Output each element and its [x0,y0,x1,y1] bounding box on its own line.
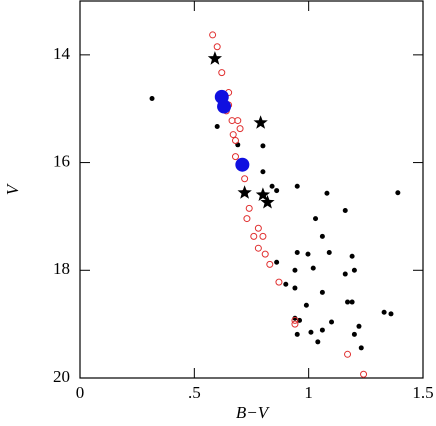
dot-point [358,345,364,351]
dot-point [319,327,325,333]
open-circle-point [245,204,253,212]
dot-point [349,299,355,305]
open-circle-point [229,131,237,139]
open-circle-point [213,43,221,51]
dot-point [283,281,289,287]
dot-point [297,317,303,323]
dot-point [305,251,311,257]
dot-point [326,250,332,256]
star-point [253,115,268,129]
big-circle-point [217,99,232,114]
star-point [260,194,275,209]
y-tick-label: 14 [53,44,71,63]
dot-point [294,250,300,256]
dot-point [294,331,300,337]
open-circle-point [261,250,269,258]
dot-point [260,143,266,149]
dot-point [319,233,325,239]
x-tick-label: 1 [304,383,313,402]
dot-point [308,329,314,335]
open-circle-point [259,232,267,240]
open-circle-point [254,244,262,252]
dot-point [292,267,298,273]
open-circle-point [344,350,352,358]
dot-point [349,253,355,259]
dot-point [303,302,309,308]
dot-point [395,190,401,196]
y-tick-label: 16 [53,151,70,170]
x-tick-label: 0 [76,383,85,402]
dot-point [351,331,357,337]
dot-point [260,169,266,175]
open-circle-point [291,316,299,324]
star-point [237,185,252,199]
dot-point [292,315,298,321]
open-circle-point [254,224,262,232]
dot-point [274,259,280,265]
dot-point [274,188,280,194]
open-circle-point [234,117,242,125]
open-circle-point [231,136,239,144]
open-circle-point [228,117,236,125]
open-circle-point [241,175,249,183]
x-tick-label: 1.5 [412,383,433,402]
dot-point [294,183,300,189]
open-circle-point [231,153,239,161]
dot-point [149,95,155,101]
y-axis-label: V [3,182,22,195]
dot-point [329,319,335,325]
x-axis-label: B−V [236,403,271,422]
open-circle-point [266,260,274,268]
dot-point [292,285,298,291]
open-circle-point [209,31,217,39]
open-circle-point [275,278,283,286]
dot-point [319,289,325,295]
open-circle-point [218,69,226,77]
open-circle-point [250,232,258,240]
dot-point [388,311,394,317]
dot-point [381,309,387,315]
open-circle-point [243,215,251,223]
dot-point [342,271,348,277]
dot-point [313,216,319,222]
open-circle-point [360,370,368,378]
plot-frame [79,0,424,379]
open-circle-point [236,125,244,133]
dot-point [345,299,351,305]
dot-point [214,123,220,129]
star-point [207,51,222,65]
y-tick-label: 20 [53,367,70,386]
dot-point [356,323,362,329]
open-circle-point [291,320,299,328]
big-circle-point [235,157,250,172]
y-tick-label: 18 [53,259,70,278]
dot-point [351,267,357,273]
dot-point [269,183,275,189]
x-tick-label: .5 [188,383,201,402]
star-point [255,187,271,201]
dot-point [324,190,330,196]
dot-point [315,339,321,345]
dot-point [310,265,316,271]
dot-point [342,208,348,214]
